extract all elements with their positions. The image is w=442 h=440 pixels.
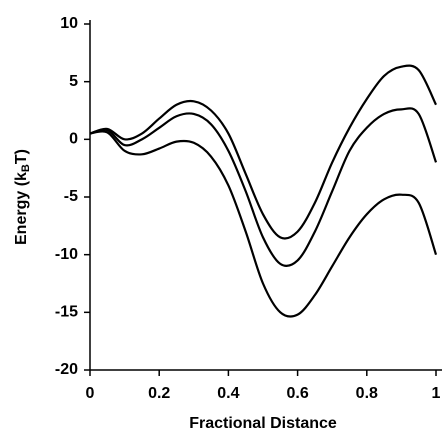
x-tick-label: 1 — [432, 385, 441, 402]
y-tick-label: -5 — [64, 188, 78, 205]
y-tick-label: -15 — [55, 304, 78, 321]
x-tick-label: 0.8 — [356, 385, 378, 402]
y-tick-label: -20 — [55, 361, 78, 378]
x-tick-label: 0.4 — [217, 385, 239, 402]
y-tick-label: 0 — [69, 131, 78, 148]
x-tick-label: 0.2 — [148, 385, 170, 402]
y-tick-label: -10 — [55, 246, 78, 263]
y-axis-label-part: T) — [13, 149, 30, 164]
x-tick-label: 0.6 — [286, 385, 308, 402]
y-tick-label: 5 — [69, 73, 78, 90]
y-tick-label: 10 — [60, 15, 78, 32]
y-axis-label: Energy (kBT) — [13, 149, 32, 245]
y-axis-label-part: B — [20, 164, 32, 172]
line-series — [89, 107, 438, 268]
y-axis-label-part: Energy (k — [13, 172, 30, 245]
line-series — [89, 130, 438, 318]
x-tick-label: 0 — [86, 385, 95, 402]
line-series — [89, 64, 437, 240]
x-axis-label: Fractional Distance — [189, 415, 337, 432]
